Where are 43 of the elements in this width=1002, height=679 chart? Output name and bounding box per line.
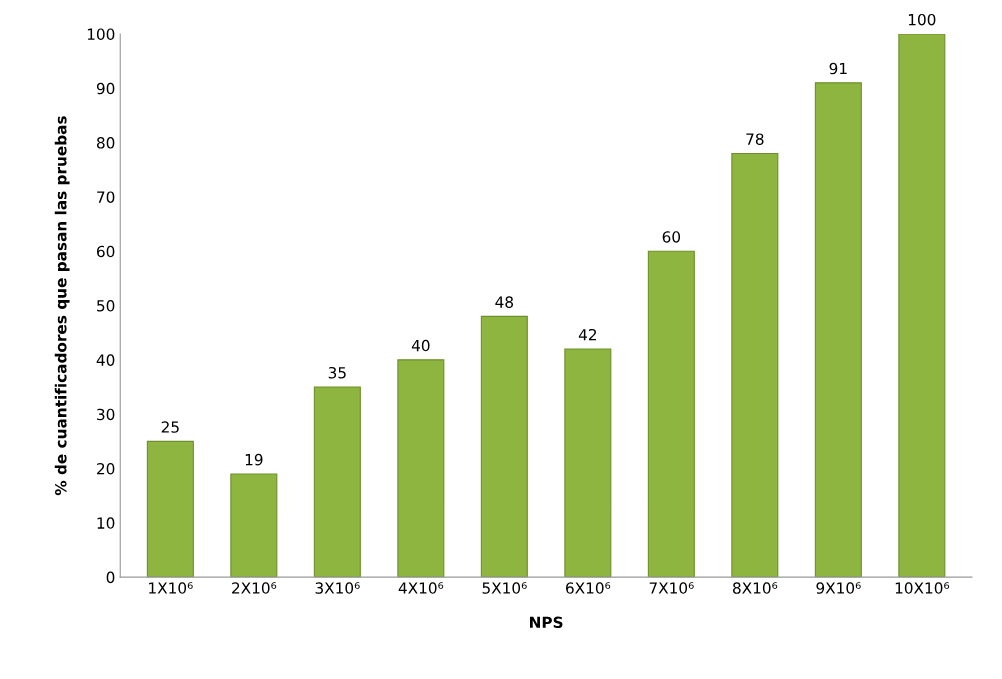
x-tick-label: 1X10⁶ [149, 582, 193, 594]
x-tick-label: 7X10⁶ [649, 582, 694, 594]
x-tick-label: 3X10⁶ [315, 582, 360, 594]
y-tick-label: 30 [97, 408, 115, 421]
data-label: 100 [908, 13, 936, 26]
x-tick-label: 2X10⁶ [232, 582, 277, 594]
y-tick-label: 0 [106, 571, 115, 584]
data-label: 35 [328, 366, 346, 379]
x-axis-title: NPS [530, 616, 563, 629]
y-axis-title: % de cuantificadores que pasan las pruebas [54, 116, 70, 496]
data-label: 48 [495, 296, 514, 308]
x-tick-label: 6X10⁶ [566, 582, 611, 594]
y-tick-label: 100 [87, 28, 115, 40]
bar [564, 348, 612, 578]
x-tick-label: 8X10⁶ [733, 582, 778, 594]
x-tick-label: 9X10⁶ [816, 582, 861, 594]
x-tick-label: 4X10⁶ [398, 582, 444, 594]
x-tick-label: 5X10⁶ [482, 582, 527, 594]
bar [480, 315, 528, 578]
y-tick-label: 70 [97, 191, 115, 203]
y-tick-label: 80 [96, 137, 115, 149]
data-label: 40 [411, 339, 430, 352]
y-tick-label: 20 [97, 462, 115, 475]
bar [313, 386, 361, 578]
data-label: 78 [746, 133, 764, 145]
bar [898, 33, 946, 578]
data-label: 25 [161, 421, 179, 433]
bar [647, 250, 695, 578]
x-tick-label: 10X10⁶ [895, 582, 950, 594]
bar [230, 473, 278, 578]
y-tick-label: 40 [96, 354, 115, 366]
bar [814, 82, 862, 578]
data-label: 42 [578, 328, 597, 341]
y-tick-label: 50 [97, 300, 115, 312]
bar [146, 440, 194, 578]
bar [397, 359, 445, 578]
y-tick-label: 60 [97, 245, 115, 258]
bar [731, 152, 779, 578]
data-label: 60 [662, 231, 681, 243]
data-label: 91 [829, 62, 847, 75]
data-label: 19 [245, 453, 263, 466]
y-tick-label: 90 [96, 82, 115, 95]
y-tick-label: 10 [97, 517, 115, 529]
